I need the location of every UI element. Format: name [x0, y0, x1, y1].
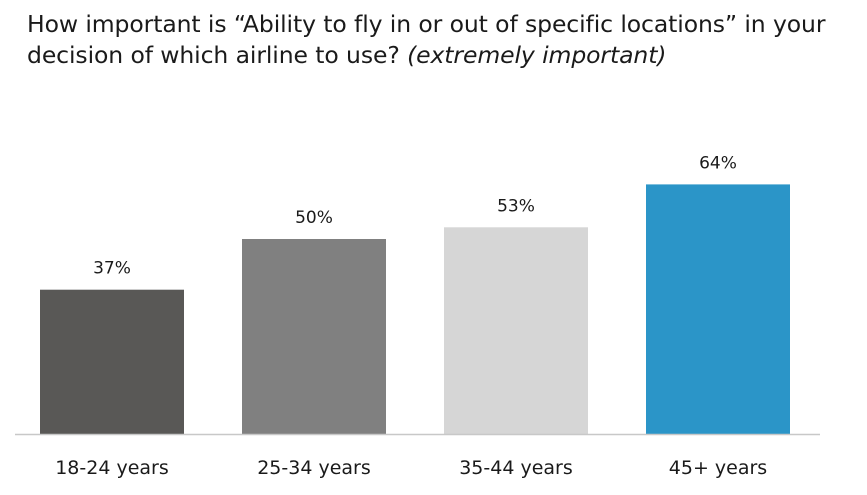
- bar-1: [40, 289, 184, 434]
- bar-2: [242, 239, 386, 434]
- data-label-3: 53%: [497, 196, 535, 216]
- bar-3: [444, 227, 588, 434]
- data-label-2: 50%: [295, 208, 333, 228]
- category-label-4: 45+ years: [669, 457, 767, 479]
- chart-title-qualifier: (extremely important): [407, 41, 667, 69]
- data-label-1: 37%: [93, 259, 131, 279]
- chart-title-main: How important is “Ability to fly in or o…: [27, 10, 826, 69]
- chart-title: How important is “Ability to fly in or o…: [27, 9, 847, 71]
- category-label-2: 25-34 years: [257, 457, 371, 479]
- data-label-4: 64%: [699, 153, 737, 173]
- category-label-3: 35-44 years: [459, 457, 573, 479]
- bar-4: [646, 184, 790, 434]
- category-label-1: 18-24 years: [55, 457, 169, 479]
